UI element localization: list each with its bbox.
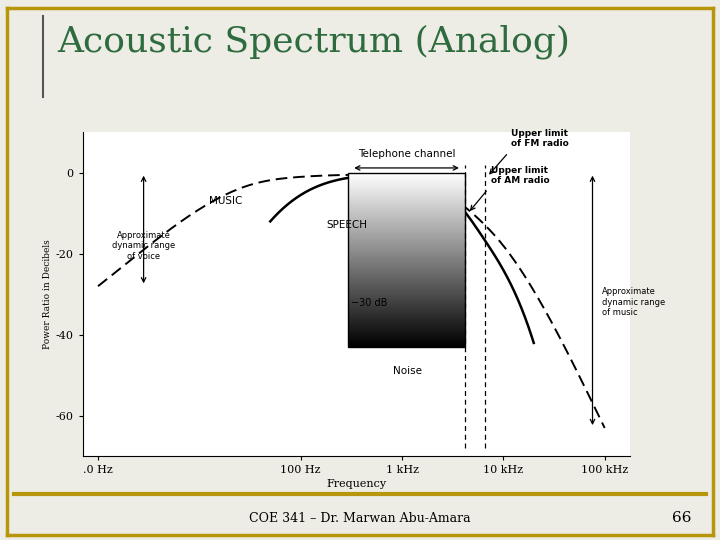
Text: Approximate
dynamic range
of voice: Approximate dynamic range of voice <box>112 231 175 261</box>
Text: Acoustic Spectrum (Analog): Acoustic Spectrum (Analog) <box>58 24 571 59</box>
Y-axis label: Power Ratio in Decibels: Power Ratio in Decibels <box>42 239 52 349</box>
Text: 66: 66 <box>672 511 691 525</box>
Text: Noise: Noise <box>392 366 422 376</box>
Text: Upper limit
of AM radio: Upper limit of AM radio <box>491 166 550 185</box>
Text: COE 341 – Dr. Marwan Abu-Amara: COE 341 – Dr. Marwan Abu-Amara <box>249 512 471 525</box>
Text: Approximate
dynamic range
of music: Approximate dynamic range of music <box>602 287 665 318</box>
Text: MUSIC: MUSIC <box>210 196 243 206</box>
Text: Upper limit
of FM radio: Upper limit of FM radio <box>511 129 570 149</box>
Text: −30 dB: −30 dB <box>351 298 387 308</box>
Bar <box>348 173 465 347</box>
X-axis label: Frequency: Frequency <box>326 480 387 489</box>
Text: Telephone channel: Telephone channel <box>359 148 456 159</box>
Text: SPEECH: SPEECH <box>326 220 367 231</box>
